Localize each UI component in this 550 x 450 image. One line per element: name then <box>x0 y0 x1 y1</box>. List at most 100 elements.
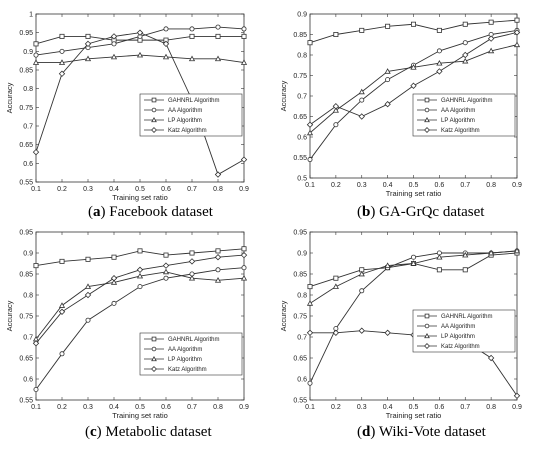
legend: GAHNRL Algorithm AA Algorithm LP Algorithm… <box>412 93 516 137</box>
data-point <box>462 40 468 46</box>
data-point <box>241 246 247 252</box>
data-point <box>162 262 170 269</box>
y-tick-label: 0.7 <box>297 335 307 342</box>
caption-c-letter: c <box>90 424 97 440</box>
y-tick-label: 0.65 <box>293 114 307 121</box>
data-point <box>162 268 170 275</box>
x-tick-label: 0.7 <box>460 182 470 189</box>
y-tick-label: 0.8 <box>23 86 33 93</box>
data-point <box>514 17 520 23</box>
data-point <box>384 329 391 336</box>
data-point <box>410 254 416 260</box>
x-tick-label: 0.7 <box>187 186 197 193</box>
y-axis-label: Accuracy <box>279 80 288 111</box>
x-tick-label: 0.3 <box>83 404 93 411</box>
y-axis-label: Accuracy <box>5 300 14 331</box>
x-tick-label: 0.3 <box>83 186 93 193</box>
data-point <box>306 129 314 136</box>
data-point <box>84 55 92 62</box>
y-tick-label: 0.85 <box>19 68 33 75</box>
y-tick-label: 0.85 <box>19 272 33 279</box>
y-tick-label: 0.55 <box>19 398 33 405</box>
legend-marker <box>151 97 157 103</box>
data-point <box>307 380 313 386</box>
x-tick-label: 0.9 <box>512 182 522 189</box>
legend-marker <box>424 127 430 133</box>
legend: GAHNRL Algorithm AA Algorithm LP Algorithm… <box>139 332 243 376</box>
legend-entry: AA Algorithm <box>441 324 475 330</box>
x-tick-label: 0.3 <box>357 404 367 411</box>
data-point <box>136 266 144 273</box>
data-point <box>84 291 92 299</box>
data-point <box>214 277 222 283</box>
legend-marker <box>151 116 157 123</box>
chart-panel-d: 0.1 0.2 0.3 0.4 0.5 0.6 0.7 0.8 0.9 0.55 0.6 0.65 0.… <box>279 230 522 421</box>
series-diamond <box>32 251 248 347</box>
data-point <box>33 263 39 269</box>
data-point <box>58 308 66 315</box>
legend-entry: Katz Algorithm <box>441 344 480 350</box>
data-point <box>137 284 143 290</box>
x-tick-label: 0.4 <box>383 404 393 411</box>
data-point <box>410 21 416 27</box>
data-point <box>241 33 247 39</box>
y-tick-label: 0.8 <box>23 293 33 300</box>
data-point <box>162 40 170 48</box>
y-tick-label: 1 <box>29 12 33 19</box>
x-tick-label: 0.8 <box>486 182 496 189</box>
legend-entry: GAHNRL Algorithm <box>441 314 492 320</box>
data-point <box>32 59 40 65</box>
y-tick-label: 0.55 <box>293 398 307 405</box>
data-point <box>85 256 91 262</box>
chart-panel-a: 0.1 0.2 0.3 0.4 0.5 0.6 0.7 0.8 0.9 0.55 0.6 0.65 0.… <box>5 12 249 203</box>
data-point <box>436 253 443 260</box>
data-point <box>487 35 495 42</box>
data-point <box>111 300 117 306</box>
legend: GAHNRL Algorithm AA Algorithm LP Algorithm… <box>412 309 516 353</box>
caption-b: (b) GA-GrQc dataset <box>357 204 485 220</box>
data-point <box>33 52 39 58</box>
data-point <box>33 41 39 47</box>
y-tick-label: 0.7 <box>23 335 33 342</box>
data-point <box>189 250 195 256</box>
data-point <box>215 267 221 273</box>
x-tick-label: 0.1 <box>305 404 315 411</box>
data-point <box>136 272 144 279</box>
legend-entry: LP Algorithm <box>168 118 202 124</box>
y-tick-label: 0.7 <box>297 94 307 101</box>
data-point <box>513 392 521 399</box>
y-tick-label: 0.75 <box>19 314 33 321</box>
data-point <box>513 41 521 48</box>
legend-box <box>139 332 243 376</box>
data-point <box>359 288 365 294</box>
data-point <box>163 252 169 258</box>
data-point <box>358 88 365 95</box>
x-tick-label: 0.5 <box>409 182 419 189</box>
data-point <box>307 157 313 163</box>
data-point <box>358 113 365 120</box>
legend-entry: AA Algorithm <box>168 108 202 114</box>
caption-d-text: Wiki-Vote dataset <box>378 424 486 440</box>
legend-marker <box>424 97 430 103</box>
caption-c-text: Metabolic dataset <box>105 424 212 440</box>
data-point <box>189 33 195 39</box>
series-diamond <box>306 29 521 128</box>
legend-entry: Katz Algorithm <box>168 367 207 373</box>
y-axis-label: Accuracy <box>279 300 288 331</box>
data-point <box>215 248 221 254</box>
legend-entry: GAHNRL Algorithm <box>168 337 219 343</box>
data-point <box>110 275 118 282</box>
y-tick-label: 0.95 <box>293 230 307 237</box>
legend-entry: LP Algorithm <box>168 357 202 363</box>
series-triangle <box>32 268 248 342</box>
data-point <box>84 40 92 48</box>
data-point <box>333 32 339 38</box>
legend-box <box>139 93 243 137</box>
y-tick-label: 0.7 <box>23 124 33 131</box>
legend-marker <box>424 332 430 339</box>
x-axis-label: Training set ratio <box>112 193 168 202</box>
legend-marker <box>424 116 430 123</box>
x-tick-label: 0.5 <box>135 186 145 193</box>
data-point <box>59 48 65 54</box>
